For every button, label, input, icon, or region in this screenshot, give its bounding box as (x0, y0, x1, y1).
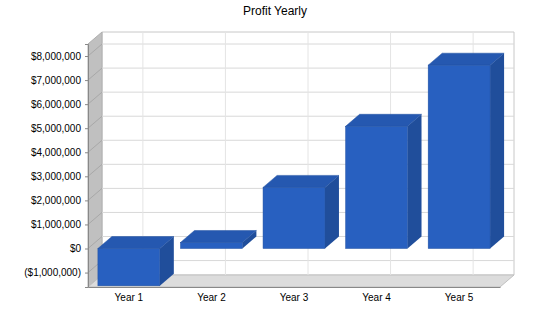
tick-mark (85, 152, 88, 153)
tick: Year 5 (445, 287, 474, 303)
tick-label: ($1,000,000) (24, 267, 81, 278)
tick-label: Year 3 (280, 292, 309, 303)
bar (180, 242, 242, 248)
tick-mark (85, 249, 88, 250)
tick-label: $7,000,000 (31, 75, 81, 86)
tick: Year 3 (280, 287, 309, 303)
x-axis: Year 1 Year 2 Year 3 Year 4 Year 5 (89, 287, 501, 303)
tick-mark (85, 200, 88, 201)
grid-line (88, 68, 102, 80)
tick-mark (85, 104, 88, 105)
axis-line (89, 287, 501, 288)
tick-label: $6,000,000 (31, 99, 81, 110)
tick-label: $8,000,000 (31, 51, 81, 62)
grid-line (88, 44, 102, 56)
tick: $6,000,000 (31, 99, 88, 110)
tick: Year 4 (362, 287, 391, 303)
tick-label: $1,000,000 (31, 219, 81, 230)
bar-group (180, 230, 256, 248)
tick-label: $5,000,000 (31, 123, 81, 134)
bar-group (428, 53, 504, 248)
tick: $0 (70, 243, 88, 254)
bar (263, 187, 325, 248)
tick-label: $0 (70, 243, 82, 254)
grid (88, 32, 514, 275)
tick-mark (85, 56, 88, 57)
tick-mark (85, 128, 88, 129)
tick-label: Year 1 (115, 292, 144, 303)
bar-group (263, 175, 339, 248)
tick: $1,000,000 (31, 219, 88, 230)
tick-label: $2,000,000 (31, 195, 81, 206)
bar-top (180, 230, 256, 242)
tick-label: Year 4 (362, 292, 391, 303)
tick-label: Year 5 (445, 292, 474, 303)
tick: $7,000,000 (31, 75, 88, 86)
tick: $4,000,000 (31, 147, 88, 158)
tick-mark (85, 80, 88, 81)
tick: ($1,000,000) (24, 267, 88, 278)
bar-side (490, 53, 504, 248)
y-axis: ($1,000,000) $0 $1,000,000 $2,000,000 $3,000… (24, 45, 88, 288)
tick-label: Year 2 (197, 292, 226, 303)
grid-line (88, 116, 102, 128)
bar-side (408, 114, 422, 248)
bar-side (325, 175, 339, 248)
tick: $5,000,000 (31, 123, 88, 134)
grid-line (88, 188, 102, 200)
tick: $2,000,000 (31, 195, 88, 206)
grid-line (88, 164, 102, 176)
bar-group (98, 237, 174, 286)
tick-mark (85, 176, 88, 177)
tick-label: $4,000,000 (31, 147, 81, 158)
bar-top (346, 114, 422, 126)
bar-group (346, 114, 422, 248)
bar (428, 65, 490, 248)
grid-line (88, 212, 102, 224)
tick-label: $3,000,000 (31, 171, 81, 182)
bar-top (428, 53, 504, 65)
tick: $8,000,000 (31, 51, 88, 62)
bar-top (263, 175, 339, 187)
bars (98, 53, 504, 286)
tick-mark (85, 273, 88, 274)
title: Profit Yearly (243, 4, 307, 18)
grid-line (88, 140, 102, 152)
grid-line (88, 92, 102, 104)
bar-top (98, 237, 174, 249)
bar (346, 126, 408, 248)
bar (98, 249, 160, 286)
tick-mark (85, 224, 88, 225)
tick: Year 2 (197, 287, 226, 303)
tick: Year 1 (115, 287, 144, 303)
axis-line (85, 45, 89, 288)
tick: $3,000,000 (31, 171, 88, 182)
